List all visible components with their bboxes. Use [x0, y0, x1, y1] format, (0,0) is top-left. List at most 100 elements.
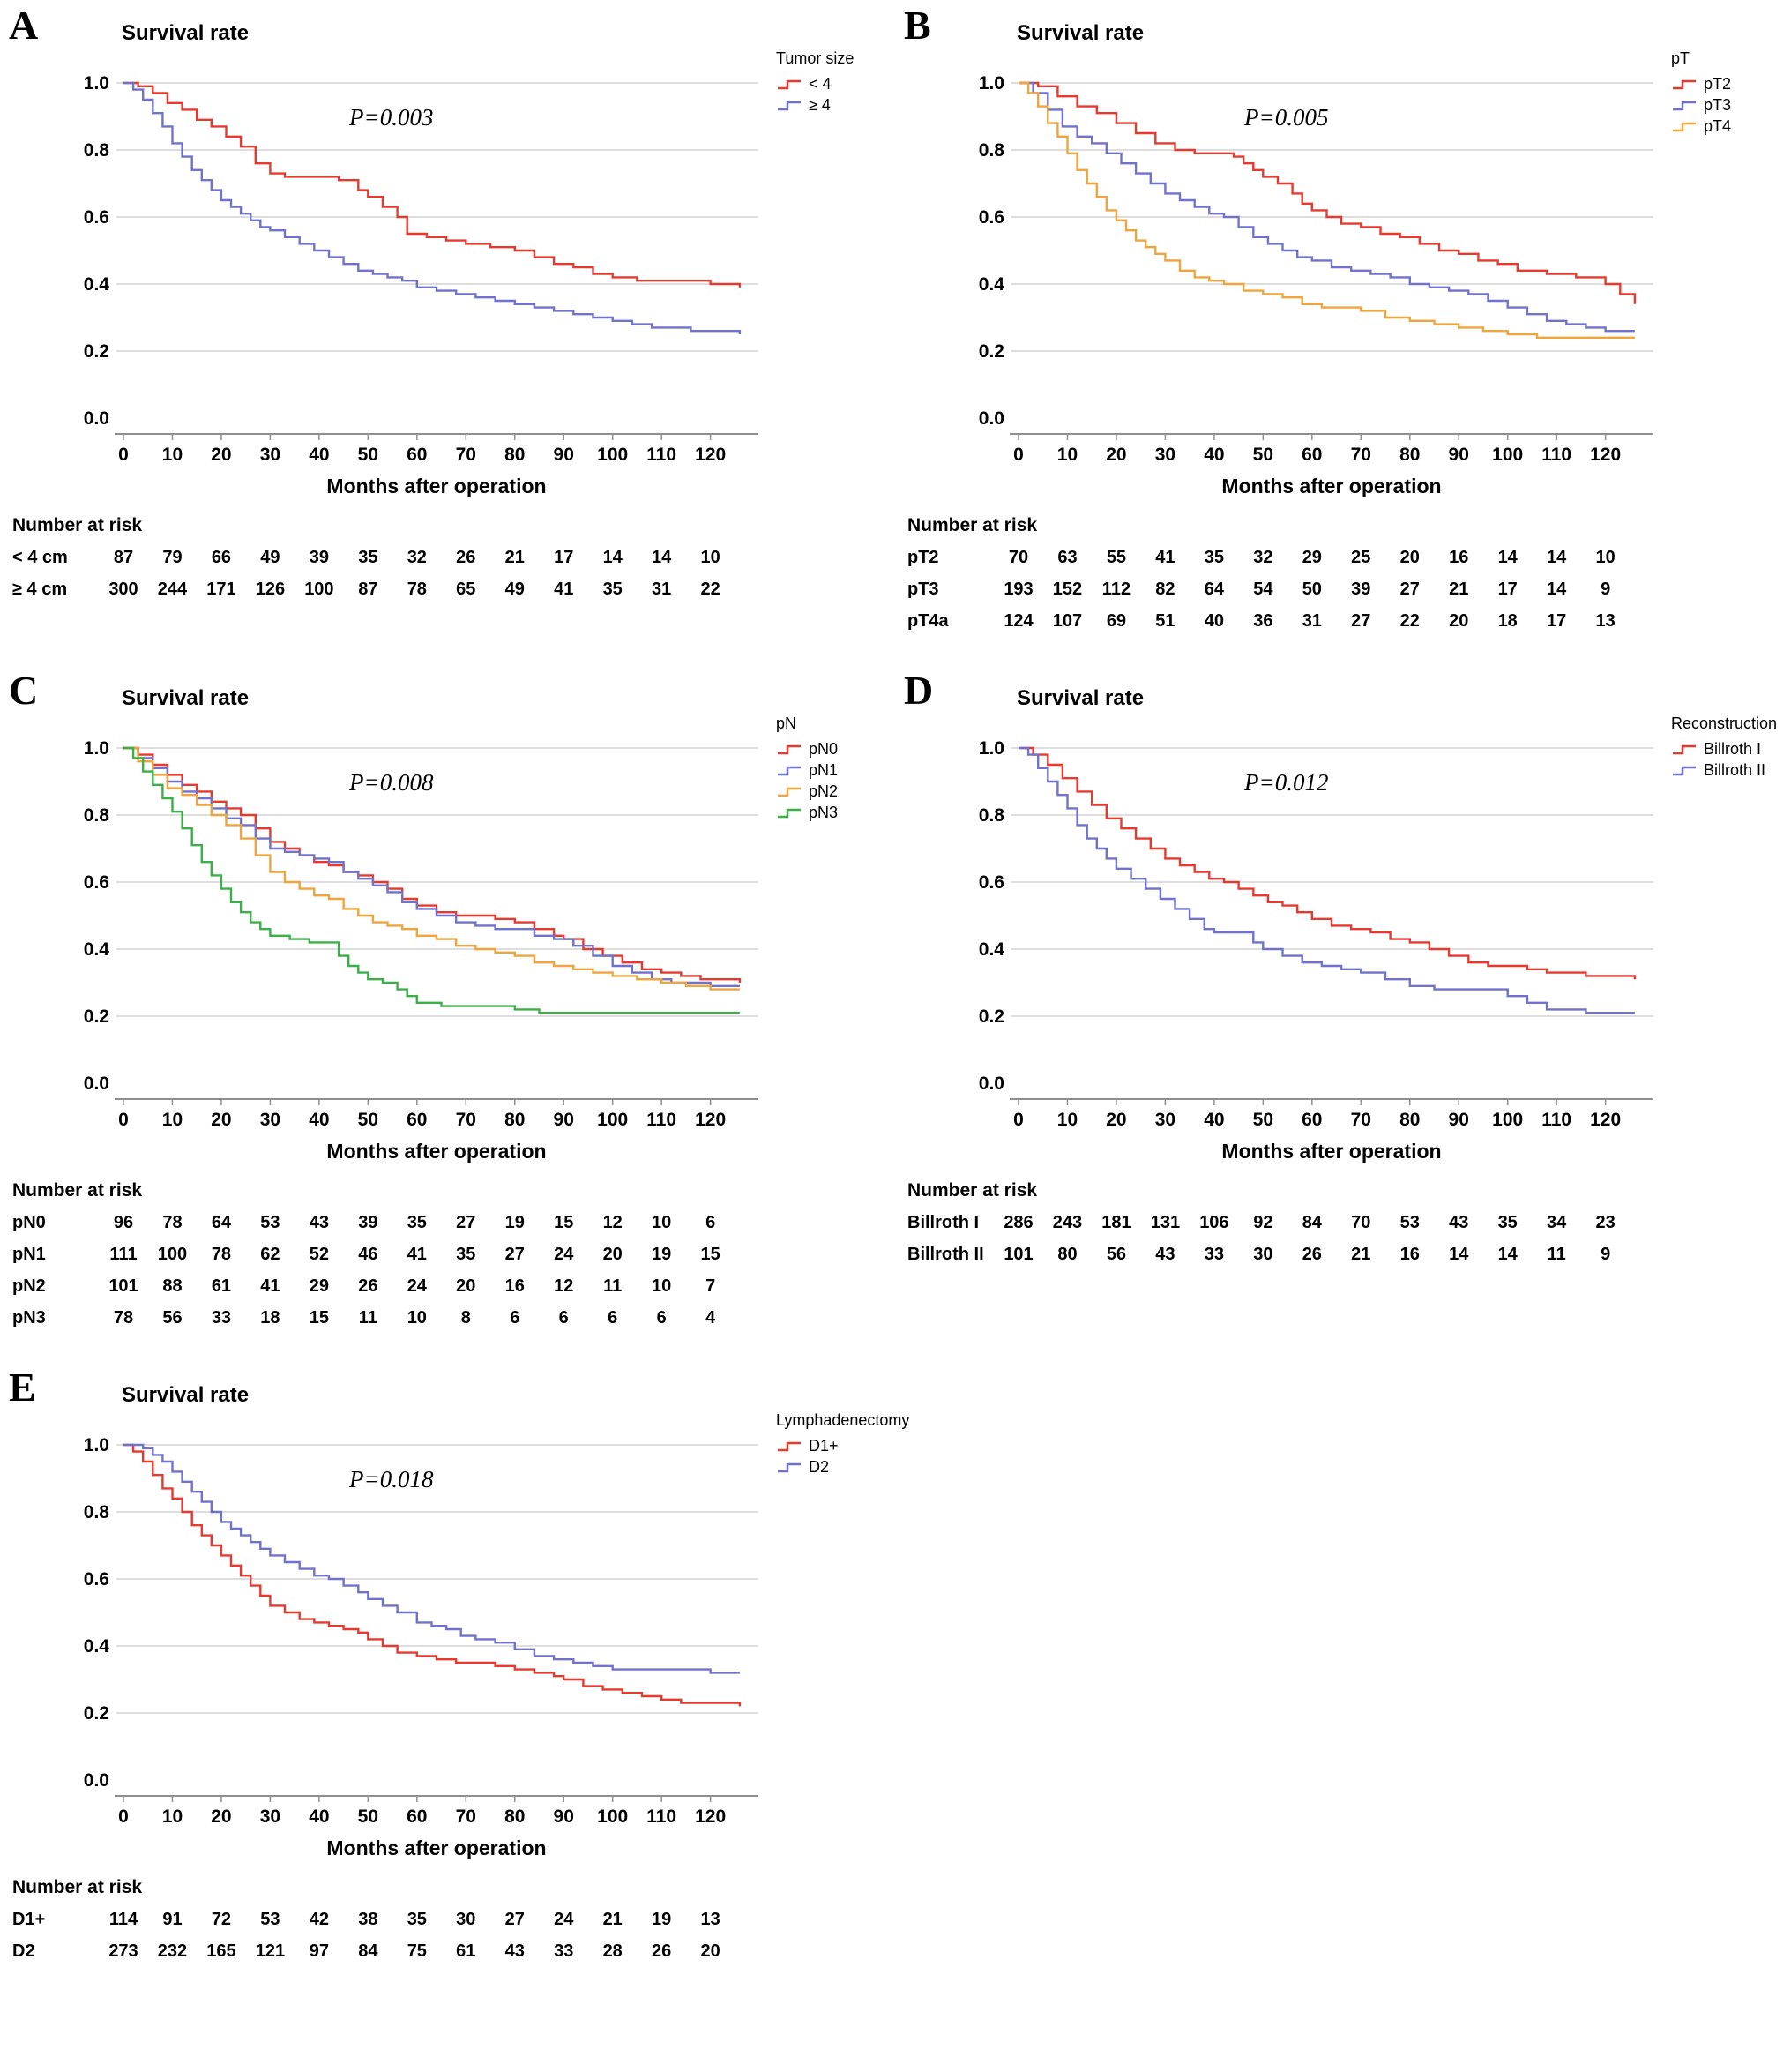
- risk-value: 53: [260, 1910, 280, 1929]
- x-axis: 0 10 20 30 40 50 60 70 80 90 100 110 120 Months after…: [1010, 433, 1653, 497]
- risk-value: 56: [1107, 1245, 1126, 1264]
- km-plot-svg: 1.0 0.8 0.6 0.4 0.2 0.0 0 10 20 30 40 50 60 70 80 90 100…: [907, 738, 1653, 1264]
- p-value: P=0.005: [1244, 104, 1329, 131]
- svg-text:80: 80: [1399, 1110, 1420, 1130]
- legend-item: pT4: [1671, 117, 1789, 136]
- risk-value: 31: [1302, 611, 1322, 631]
- panel-letter-c: C: [9, 668, 39, 713]
- x-axis: 0 10 20 30 40 50 60 70 80 90 100 110 120 Months after…: [1010, 1098, 1653, 1163]
- legend-step-glyph: [778, 744, 801, 754]
- svg-text:1.0: 1.0: [84, 73, 109, 94]
- risk-value: 300: [108, 580, 138, 599]
- svg-text:100: 100: [1492, 1110, 1523, 1130]
- risk-value: 13: [701, 1910, 720, 1929]
- svg-text:0.0: 0.0: [979, 1073, 1004, 1094]
- risk-value: 56: [162, 1308, 182, 1328]
- risk-row-label: D1+: [12, 1910, 45, 1929]
- risk-value: 19: [652, 1245, 671, 1264]
- risk-value: 87: [114, 548, 133, 567]
- legend-label: pN2: [809, 782, 839, 800]
- svg-text:120: 120: [695, 1110, 726, 1130]
- svg-text:40: 40: [309, 1806, 329, 1827]
- risk-value: 27: [1400, 580, 1420, 599]
- p-value: P=0.008: [349, 769, 434, 796]
- legend-step-glyph: [778, 101, 801, 110]
- risk-value: 11: [603, 1276, 622, 1296]
- legend-step-glyph: [778, 808, 801, 818]
- svg-text:10: 10: [1057, 1110, 1078, 1130]
- panel-c: C Survival rate 1.0 0.8 0.6 0.4 0.2 0.0 0 10 20 3…: [0, 670, 895, 1341]
- survival-curves: [123, 746, 742, 1014]
- number-at-risk-header: Number at risk: [12, 1877, 142, 1897]
- y-axis-labels: 1.0 0.8 0.6 0.4 0.2 0.0: [84, 1435, 110, 1791]
- number-at-risk-header: Number at risk: [12, 515, 142, 535]
- number-at-risk-header: Number at risk: [907, 1180, 1037, 1201]
- risk-row-label: D2: [12, 1941, 35, 1961]
- risk-value: 84: [1302, 1213, 1323, 1232]
- svg-text:0.8: 0.8: [84, 140, 110, 161]
- svg-text:80: 80: [504, 445, 525, 465]
- svg-text:30: 30: [260, 1110, 280, 1130]
- risk-row-label: < 4 cm: [12, 548, 68, 567]
- legend-title: Lymphadenectomy: [776, 1411, 910, 1429]
- svg-text:60: 60: [1302, 445, 1322, 465]
- survival-curves: [1019, 746, 1637, 1014]
- risk-value: 21: [505, 548, 525, 567]
- risk-value: 14: [1547, 548, 1567, 567]
- risk-value: 63: [1057, 548, 1077, 567]
- risk-value: 34: [1547, 1213, 1567, 1232]
- risk-value: 112: [1102, 580, 1131, 599]
- risk-row-label: Billroth I: [907, 1213, 979, 1232]
- risk-value: 65: [456, 580, 475, 599]
- km-plot-svg: 1.0 0.8 0.6 0.4 0.2 0.0 0 10 20 30 40 50 60 70 80 90 100…: [12, 1435, 758, 1961]
- x-axis: 0 10 20 30 40 50 60 70 80 90 100 110 120 Months after…: [115, 1098, 758, 1163]
- x-axis-title: Months after operation: [1221, 1140, 1441, 1163]
- svg-text:100: 100: [597, 445, 628, 465]
- risk-value: 64: [212, 1213, 232, 1232]
- curve-pT3: [1019, 81, 1635, 333]
- risk-value: 91: [162, 1910, 182, 1929]
- risk-value: 17: [554, 548, 573, 567]
- risk-value: 181: [1101, 1213, 1131, 1232]
- risk-value: 75: [407, 1941, 427, 1961]
- risk-value: 27: [456, 1213, 475, 1232]
- legend-label: pT4: [1704, 117, 1732, 135]
- risk-value: 35: [358, 548, 377, 567]
- legend-title: Reconstruction: [1671, 714, 1778, 732]
- curve-pT4: [1019, 81, 1635, 339]
- risk-value: 16: [1449, 548, 1468, 567]
- svg-text:0: 0: [118, 1806, 129, 1827]
- risk-value: 10: [701, 548, 720, 567]
- y-axis-labels: 1.0 0.8 0.6 0.4 0.2 0.0: [979, 738, 1005, 1094]
- risk-value: 114: [109, 1910, 138, 1929]
- legend-item: Billroth I: [1671, 740, 1789, 759]
- svg-text:40: 40: [1204, 445, 1224, 465]
- risk-row-label: pT3: [907, 580, 939, 599]
- chart-title: Survival rate: [1017, 686, 1145, 710]
- risk-value: 100: [158, 1245, 187, 1264]
- risk-value: 273: [108, 1941, 138, 1961]
- svg-text:40: 40: [309, 445, 329, 465]
- risk-value: 25: [1351, 548, 1370, 567]
- risk-value: 78: [212, 1245, 231, 1264]
- legend-item: D1+: [776, 1437, 894, 1455]
- risk-value: 26: [1302, 1245, 1322, 1264]
- svg-text:120: 120: [695, 445, 726, 465]
- number-at-risk-table: Number at risk D1+ 114 91 72 53 42 38 35 30 27 24 21…: [12, 1877, 720, 1961]
- legend-items: D1+ D2: [776, 1437, 894, 1477]
- risk-value: 101: [108, 1276, 138, 1296]
- legend-item: pN0: [776, 740, 894, 759]
- risk-row-label: pT4a: [907, 611, 950, 631]
- number-at-risk-header: Number at risk: [12, 1180, 142, 1201]
- panel-b: B Survival rate 1.0 0.8 0.6 0.4 0.2 0.0 0 10 20 3…: [895, 5, 1791, 644]
- risk-value: 121: [256, 1941, 285, 1961]
- risk-value: 55: [1107, 548, 1126, 567]
- chart-title: Survival rate: [122, 21, 250, 45]
- panel-letter-b: B: [904, 3, 931, 48]
- risk-value: 35: [1498, 1213, 1518, 1232]
- legend-items: Billroth I Billroth II: [1671, 740, 1789, 780]
- risk-value: 96: [114, 1213, 133, 1232]
- risk-value: 52: [310, 1245, 329, 1264]
- risk-value: 41: [407, 1245, 427, 1264]
- svg-text:70: 70: [456, 1110, 476, 1130]
